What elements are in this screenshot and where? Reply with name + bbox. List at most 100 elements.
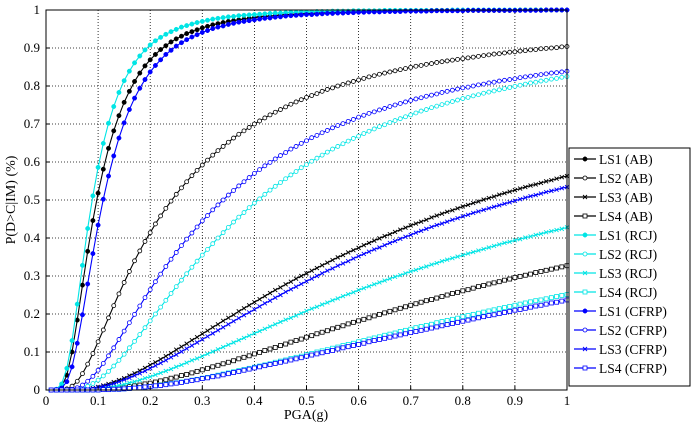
- data-point: [345, 118, 351, 124]
- data-point: [153, 279, 158, 285]
- y-tick-label: 0.6: [24, 154, 41, 169]
- data-point: [502, 201, 507, 207]
- data-point: [184, 23, 190, 29]
- data-point: [304, 279, 309, 284]
- data-point: [450, 217, 455, 223]
- data-point: [543, 267, 549, 273]
- data-point: [403, 271, 408, 276]
- data-point: [356, 133, 362, 139]
- data-point: [455, 8, 461, 14]
- data-point: [543, 189, 549, 195]
- data-point: [512, 83, 518, 89]
- data-point: [153, 383, 158, 389]
- data-point: [132, 311, 137, 317]
- data-point: [225, 192, 231, 198]
- data-point: [251, 12, 257, 18]
- data-point: [194, 32, 200, 38]
- data-point: [179, 24, 184, 30]
- data-point: [517, 273, 523, 279]
- data-point: [424, 226, 429, 232]
- data-point: [371, 313, 377, 319]
- data-point: [184, 346, 189, 351]
- data-point: [340, 121, 346, 127]
- data-point: [121, 381, 127, 387]
- data-point: [246, 205, 252, 211]
- data-point: [460, 85, 466, 91]
- data-point: [413, 96, 419, 102]
- data-point: [199, 337, 205, 342]
- data-point: [132, 78, 138, 84]
- data-point: [486, 52, 492, 58]
- data-point: [470, 200, 476, 206]
- data-point: [80, 262, 85, 268]
- data-point: [152, 63, 158, 68]
- data-point: [199, 162, 205, 168]
- data-point: [236, 315, 242, 321]
- data-point: [278, 343, 283, 348]
- data-point: [371, 238, 377, 243]
- data-point: [465, 317, 471, 323]
- data-point: [257, 167, 263, 173]
- data-point: [199, 331, 205, 337]
- data-point: [330, 298, 335, 303]
- data-point: [262, 115, 268, 121]
- data-point: [304, 12, 309, 18]
- data-point: [582, 327, 588, 333]
- data-point: [523, 184, 528, 190]
- data-point: [251, 200, 257, 206]
- data-point: [74, 340, 80, 346]
- legend-item: LS4 (RCJ): [574, 285, 657, 300]
- data-point: [350, 10, 356, 16]
- data-point: [184, 378, 190, 384]
- data-point: [533, 79, 539, 85]
- data-point: [424, 264, 429, 269]
- data-point: [126, 320, 132, 326]
- data-point: [476, 53, 481, 59]
- data-point: [95, 367, 101, 373]
- data-point: [251, 351, 257, 357]
- data-point: [444, 8, 450, 14]
- data-point: [486, 313, 492, 318]
- grid-lines: [46, 10, 567, 390]
- data-point: [215, 202, 221, 208]
- data-point: [304, 138, 309, 144]
- data-point: [272, 360, 278, 366]
- data-point: [538, 46, 544, 52]
- data-point: [444, 322, 450, 328]
- data-point: [434, 8, 440, 14]
- legend-item: LS2 (RCJ): [574, 247, 657, 262]
- data-point: [309, 158, 315, 164]
- data-point: [476, 92, 481, 98]
- data-point: [470, 285, 476, 291]
- data-point: [246, 12, 252, 18]
- data-point: [554, 76, 559, 81]
- data-point: [220, 144, 226, 149]
- data-point: [559, 226, 565, 232]
- data-point: [439, 221, 445, 226]
- data-point: [220, 318, 226, 324]
- data-point: [397, 101, 403, 106]
- data-point: [106, 145, 111, 151]
- data-point: [528, 193, 533, 199]
- data-point: [377, 337, 382, 342]
- data-point: [184, 179, 190, 185]
- data-point: [116, 135, 122, 141]
- data-point: [241, 305, 247, 311]
- data-point: [121, 78, 127, 84]
- data-point: [126, 107, 132, 113]
- data-point: [397, 227, 403, 232]
- data-point: [382, 106, 388, 111]
- data-point: [272, 183, 278, 189]
- data-point: [582, 270, 588, 276]
- data-point: [147, 362, 153, 368]
- data-point: [314, 351, 320, 357]
- data-point: [324, 328, 330, 334]
- data-point: [324, 128, 330, 133]
- data-point: [397, 67, 403, 73]
- data-point: [392, 238, 398, 244]
- data-point: [278, 359, 283, 365]
- data-point: [293, 144, 299, 149]
- data-point: [319, 350, 325, 356]
- data-point: [210, 26, 216, 32]
- data-point: [142, 325, 148, 331]
